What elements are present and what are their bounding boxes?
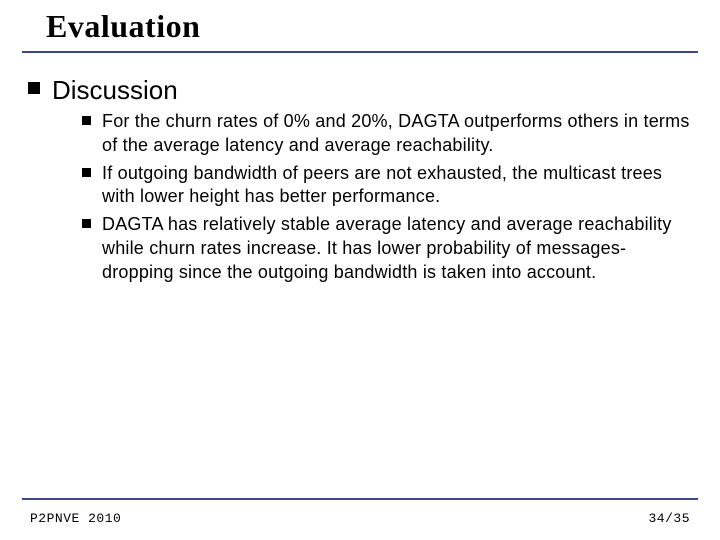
section-heading: Discussion bbox=[52, 75, 178, 105]
title-area: Evaluation bbox=[0, 0, 720, 45]
list-item: DAGTA has relatively stable average late… bbox=[82, 213, 692, 284]
footer-left: P2PNVE 2010 bbox=[30, 511, 121, 526]
discussion-list: For the churn rates of 0% and 20%, DAGTA… bbox=[52, 106, 692, 284]
footer-divider bbox=[22, 498, 698, 500]
square-bullet-icon bbox=[82, 116, 91, 125]
slide-body: Discussion For the churn rates of 0% and… bbox=[0, 53, 720, 284]
footer: P2PNVE 2010 34/35 bbox=[0, 511, 720, 526]
slide: Evaluation Discussion For the churn rate… bbox=[0, 0, 720, 540]
section-heading-item: Discussion For the churn rates of 0% and… bbox=[28, 75, 692, 284]
list-item-text: If outgoing bandwidth of peers are not e… bbox=[102, 163, 662, 207]
slide-title: Evaluation bbox=[46, 8, 720, 45]
footer-right: 34/35 bbox=[648, 511, 690, 526]
square-bullet-icon bbox=[28, 82, 40, 94]
list-item-text: DAGTA has relatively stable average late… bbox=[102, 214, 672, 282]
square-bullet-icon bbox=[82, 219, 91, 228]
list-item: For the churn rates of 0% and 20%, DAGTA… bbox=[82, 110, 692, 158]
list-item-text: For the churn rates of 0% and 20%, DAGTA… bbox=[102, 111, 690, 155]
square-bullet-icon bbox=[82, 168, 91, 177]
list-item: If outgoing bandwidth of peers are not e… bbox=[82, 162, 692, 210]
